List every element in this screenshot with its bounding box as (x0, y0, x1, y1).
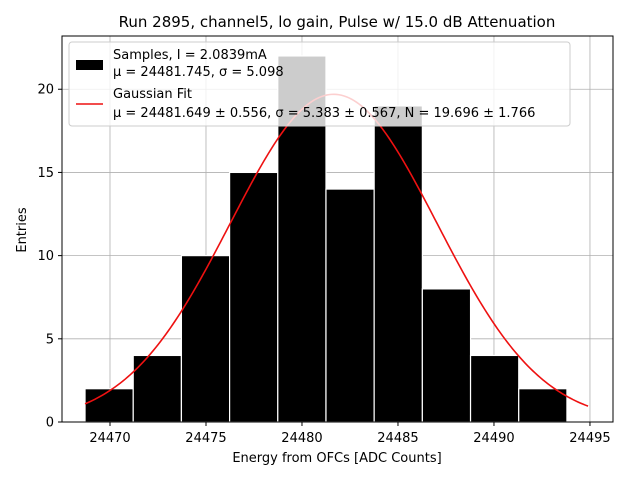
x-tick-label: 24495 (569, 431, 610, 446)
histogram-bar (84, 388, 134, 423)
histogram-bar (373, 105, 423, 423)
y-tick-label: 0 (46, 416, 54, 431)
legend-stats-fit: μ = 24481.649 ± 0.556, σ = 5.383 ± 0.567… (113, 106, 535, 121)
y-tick-label: 15 (37, 166, 54, 181)
legend: Samples, I = 2.0839mA μ = 24481.745, σ =… (68, 41, 571, 127)
histogram-bar (325, 188, 375, 423)
legend-swatch-samples (76, 60, 103, 70)
x-tick-label: 24485 (377, 431, 418, 446)
y-axis-ticks: 0 5 10 15 20 (37, 83, 62, 431)
legend-label-fit: Gaussian Fit (113, 87, 192, 102)
histogram-bar (421, 288, 472, 423)
plot-frame (61, 35, 614, 423)
y-axis-label: Entries (15, 207, 30, 253)
x-tick-label: 24470 (89, 431, 130, 446)
x-tick-label: 24475 (185, 431, 226, 446)
histogram-bar (180, 255, 231, 423)
x-tick-label: 24480 (281, 431, 322, 446)
legend-stats-samples: μ = 24481.745, σ = 5.098 (113, 65, 284, 80)
y-tick-label: 20 (37, 83, 54, 98)
chart-title: Run 2895, channel5, lo gain, Pulse w/ 15… (119, 13, 556, 31)
histogram-bar (518, 388, 568, 423)
y-tick-label: 10 (37, 249, 54, 264)
x-axis-ticks: 24470 24475 24480 24485 24490 24495 (89, 422, 611, 446)
legend-label-samples: Samples, I = 2.0839mA (113, 48, 267, 63)
histogram-bar (469, 354, 520, 423)
y-tick-label: 5 (46, 332, 54, 347)
x-axis-label: Energy from OFCs [ADC Counts] (232, 451, 441, 466)
legend-box (68, 41, 571, 127)
x-tick-label: 24490 (473, 431, 514, 446)
